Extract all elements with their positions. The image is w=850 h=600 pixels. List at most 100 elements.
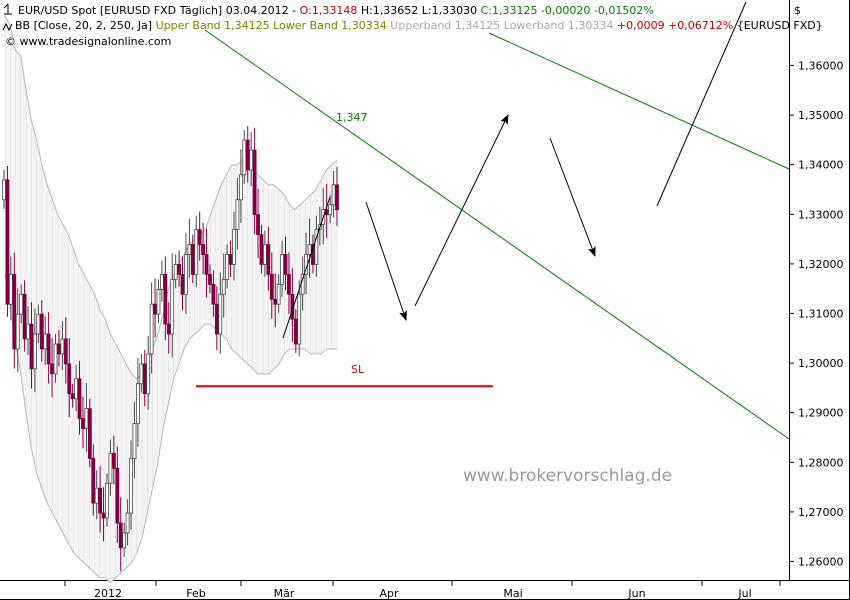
candle-body xyxy=(218,293,223,335)
y-tick-label: 1,27000 xyxy=(798,506,844,519)
y-tick-label: 1,31000 xyxy=(798,308,844,321)
forecast-arrow-down-2 xyxy=(549,137,596,257)
header-segment: C:1,33125 -0,00020 -0,01502% xyxy=(481,4,654,17)
candle-body xyxy=(238,174,243,201)
candle-body xyxy=(139,363,144,385)
candle-body xyxy=(67,363,72,395)
candle-body xyxy=(101,512,106,519)
candle-body xyxy=(46,333,51,365)
candle-body xyxy=(115,467,120,524)
candle-body xyxy=(87,408,92,459)
candle-body xyxy=(63,338,68,365)
trend-line-label: 1,347 xyxy=(336,111,368,124)
copyright-text: © www.tradesignalonline.com xyxy=(5,35,171,48)
x-tick-label: Jun xyxy=(627,587,645,600)
x-tick-label: 2012 xyxy=(94,587,122,600)
candle-body xyxy=(293,318,298,345)
candle-body xyxy=(280,254,284,285)
candle-body xyxy=(201,244,206,255)
candle-body xyxy=(331,184,336,206)
candle-body xyxy=(8,273,13,305)
y-tick-label: 1,32000 xyxy=(798,258,844,271)
candle-body xyxy=(197,229,202,245)
bollinger-icon xyxy=(2,22,13,32)
candle-body xyxy=(111,452,116,469)
candle-body xyxy=(153,303,157,315)
header-segment: BB [Close, 20, 2, 250, Ja] xyxy=(15,19,156,32)
candle-body xyxy=(53,343,58,375)
candle-body xyxy=(105,482,109,519)
candle-series-icon xyxy=(3,3,12,15)
candle-body xyxy=(225,254,230,280)
stop-loss-label: SL xyxy=(351,363,365,376)
candle-body xyxy=(50,363,54,375)
header-segment: O:1,33148 xyxy=(300,4,361,17)
x-tick-label: Feb xyxy=(186,587,205,600)
y-tick-label: 1,34000 xyxy=(798,159,844,172)
x-axis: 2012 Feb Mär Apr Mai Jun Jul xyxy=(64,580,781,600)
candle-body xyxy=(269,273,274,300)
candle-body xyxy=(5,179,10,305)
x-tick-label: Mai xyxy=(503,587,522,600)
header-segment: Upperband 1,34125 Lowerband 1,30334 xyxy=(390,19,617,32)
header-segment: {EURUSD FXD} xyxy=(737,19,823,32)
y-tick-label: 1,36000 xyxy=(798,60,844,73)
candle-body xyxy=(12,273,17,350)
x-tick-label: Apr xyxy=(379,587,399,600)
candle-body xyxy=(98,487,103,514)
candle-body xyxy=(22,293,27,340)
candle-body xyxy=(259,234,264,265)
forecast-arrow-up-1 xyxy=(414,114,509,307)
candle-body xyxy=(81,418,85,429)
y-tick-label: 1,35000 xyxy=(798,109,844,122)
candle-body xyxy=(314,229,319,265)
candle-body xyxy=(263,244,267,265)
candle-body xyxy=(287,273,291,295)
candle-body xyxy=(204,254,209,275)
candle-body xyxy=(266,244,271,275)
candle-body xyxy=(163,273,168,325)
candle-body xyxy=(173,264,178,280)
candle-body xyxy=(108,452,113,484)
candle-body xyxy=(297,293,302,345)
watermark: www.brokervorschlag.de xyxy=(463,466,672,486)
candle-body xyxy=(2,179,6,201)
currency-symbol: $ xyxy=(794,4,801,17)
candle-body xyxy=(84,408,89,429)
support-line xyxy=(282,196,331,339)
candle-body xyxy=(273,298,278,305)
header-series-info: EUR/USD Spot [EURUSD FXD Täglich] 03.04.… xyxy=(18,4,654,17)
candle-body xyxy=(32,333,37,370)
candle-body xyxy=(245,139,250,171)
header-segment: EUR/USD Spot [EURUSD FXD Täglich] 03.04.… xyxy=(18,4,300,17)
trend-line-lower xyxy=(204,29,790,440)
candle-body xyxy=(211,283,216,305)
candle-body xyxy=(335,184,339,211)
y-tick-label: 1,26000 xyxy=(798,556,844,569)
candlestick-layer xyxy=(2,126,339,572)
y-tick-label: 1,33000 xyxy=(798,208,844,221)
candle-body xyxy=(235,199,240,231)
chart-header: EUR/USD Spot [EURUSD FXD Täglich] 03.04.… xyxy=(2,3,823,48)
bollinger-lower-band xyxy=(4,274,337,584)
candle-body xyxy=(252,149,257,216)
forecast-arrow-down-1 xyxy=(365,201,407,321)
candle-body xyxy=(232,229,236,265)
candle-body xyxy=(160,273,164,290)
forecast-arrow-up-2 xyxy=(656,1,747,207)
candle-body xyxy=(39,313,44,350)
candle-body xyxy=(156,288,161,315)
candle-body xyxy=(15,313,20,350)
candle-body xyxy=(194,229,199,275)
candle-body xyxy=(184,254,188,295)
candle-body xyxy=(146,353,151,395)
candle-body xyxy=(307,244,312,255)
candle-body xyxy=(118,522,123,549)
candle-body xyxy=(29,323,34,370)
candle-body xyxy=(94,487,99,504)
x-tick-label: Jul xyxy=(737,587,751,600)
candle-body xyxy=(187,244,192,255)
header-segment: H:1,33652 L:1,33030 xyxy=(361,4,481,17)
